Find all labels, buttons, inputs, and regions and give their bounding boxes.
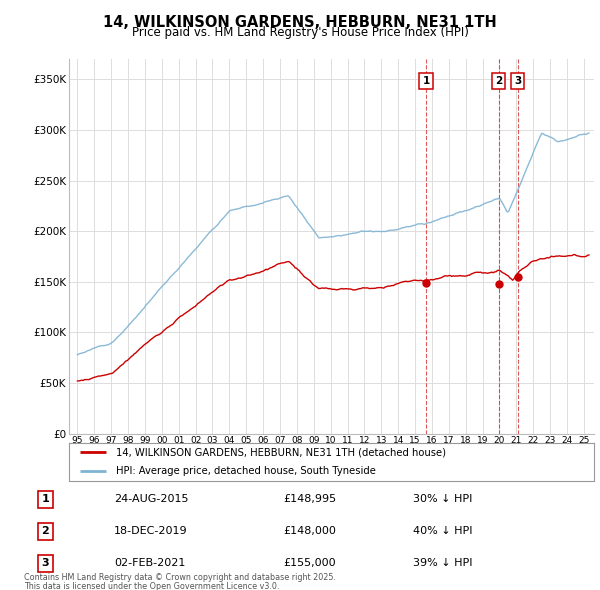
Text: 40% ↓ HPI: 40% ↓ HPI <box>413 526 473 536</box>
Text: 39% ↓ HPI: 39% ↓ HPI <box>413 558 473 568</box>
Text: HPI: Average price, detached house, South Tyneside: HPI: Average price, detached house, Sout… <box>116 466 376 476</box>
Text: 24-AUG-2015: 24-AUG-2015 <box>114 494 189 504</box>
Text: 3: 3 <box>514 76 521 86</box>
Text: 2: 2 <box>495 76 502 86</box>
Text: 02-FEB-2021: 02-FEB-2021 <box>114 558 185 568</box>
Text: 2: 2 <box>41 526 49 536</box>
Text: 1: 1 <box>422 76 430 86</box>
Text: 3: 3 <box>41 558 49 568</box>
Text: £155,000: £155,000 <box>283 558 336 568</box>
Text: This data is licensed under the Open Government Licence v3.0.: This data is licensed under the Open Gov… <box>24 582 280 590</box>
Text: Price paid vs. HM Land Registry's House Price Index (HPI): Price paid vs. HM Land Registry's House … <box>131 26 469 39</box>
Text: 30% ↓ HPI: 30% ↓ HPI <box>413 494 473 504</box>
Text: £148,995: £148,995 <box>283 494 337 504</box>
Text: 18-DEC-2019: 18-DEC-2019 <box>114 526 188 536</box>
Text: 14, WILKINSON GARDENS, HEBBURN, NE31 1TH: 14, WILKINSON GARDENS, HEBBURN, NE31 1TH <box>103 15 497 30</box>
Text: 14, WILKINSON GARDENS, HEBBURN, NE31 1TH (detached house): 14, WILKINSON GARDENS, HEBBURN, NE31 1TH… <box>116 447 446 457</box>
Text: Contains HM Land Registry data © Crown copyright and database right 2025.: Contains HM Land Registry data © Crown c… <box>24 573 336 582</box>
Text: £148,000: £148,000 <box>283 526 337 536</box>
Text: 1: 1 <box>41 494 49 504</box>
